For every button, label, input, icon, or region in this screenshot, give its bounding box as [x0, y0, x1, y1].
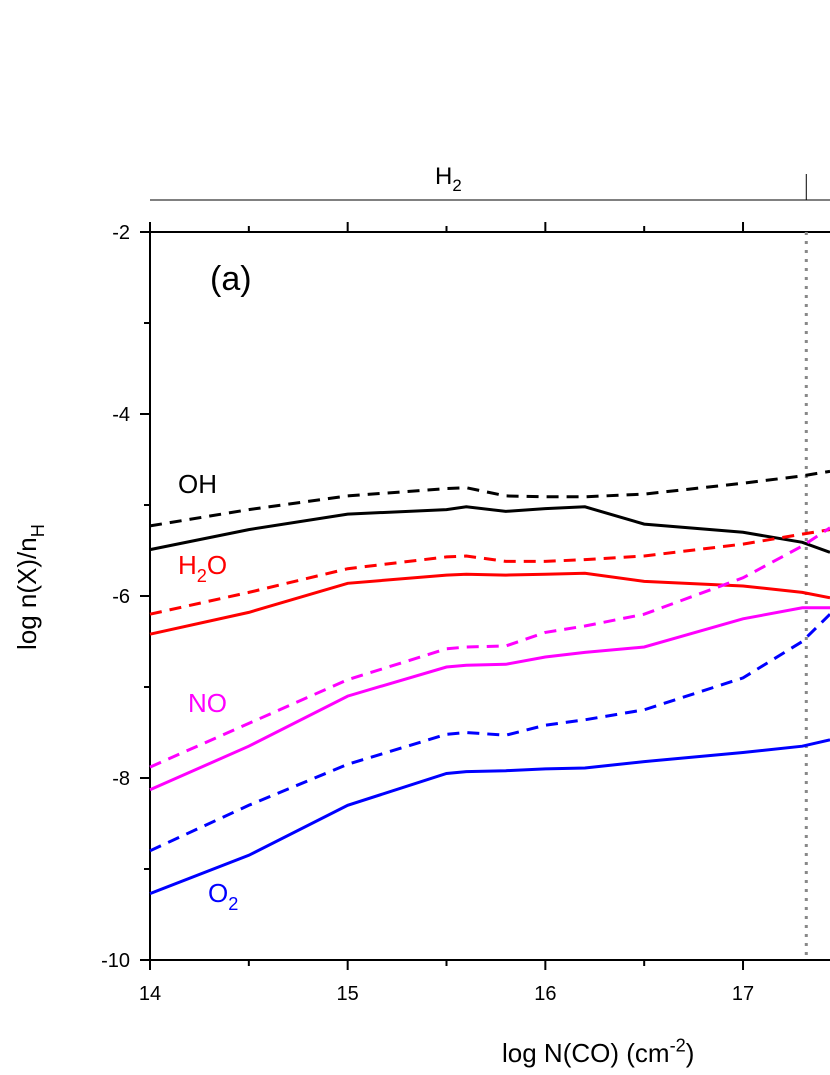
series-line	[149, 738, 830, 895]
series-line	[149, 613, 830, 853]
series-line	[149, 528, 830, 616]
series-annotation: NO	[188, 688, 227, 718]
y-axis-title: log n(X)/nH	[12, 524, 48, 650]
x-tick-label: 17	[732, 983, 754, 1005]
x-tick-label: 14	[139, 983, 161, 1005]
series-annotation: O2	[208, 878, 238, 914]
series-annotation-main: NO	[188, 688, 227, 718]
series-annotation-sub: 2	[228, 894, 238, 914]
series-annotation-main: H	[178, 550, 197, 580]
y-axis-title-main: log n(X)/n	[12, 537, 42, 650]
series-annotation-main: OH	[178, 469, 217, 499]
series-line	[149, 606, 830, 792]
x-axis-title-tail: )	[686, 1038, 695, 1068]
top-label: H2	[435, 163, 462, 195]
series-annotation: H2O	[178, 550, 227, 586]
series-annotation: OH	[178, 469, 217, 499]
x-tick-label: 16	[534, 983, 556, 1005]
series-line	[149, 571, 830, 636]
series-line	[149, 469, 830, 528]
x-axis-title-main: log N(CO) (cm	[502, 1038, 670, 1068]
series-line	[149, 505, 830, 554]
series-annotation-sub: 2	[197, 566, 207, 586]
y-tick-label: -6	[112, 586, 130, 608]
y-axis-title-sub: H	[28, 524, 48, 537]
series-line	[149, 526, 830, 769]
x-axis-title: log N(CO) (cm-2)	[502, 1036, 694, 1068]
top-label-sub: 2	[452, 176, 461, 195]
x-tick-label: 15	[337, 983, 359, 1005]
y-tick-label: -8	[112, 768, 130, 790]
top-label-main: H	[435, 163, 452, 190]
series-annotation-tail: O	[207, 550, 227, 580]
x-axis-title-sup: -2	[670, 1036, 686, 1056]
series-annotation-main: O	[208, 878, 228, 908]
y-tick-label: -4	[112, 404, 130, 426]
y-tick-label: -10	[101, 950, 130, 972]
panel-label: (a)	[210, 260, 252, 298]
y-tick-label: -2	[112, 222, 130, 244]
